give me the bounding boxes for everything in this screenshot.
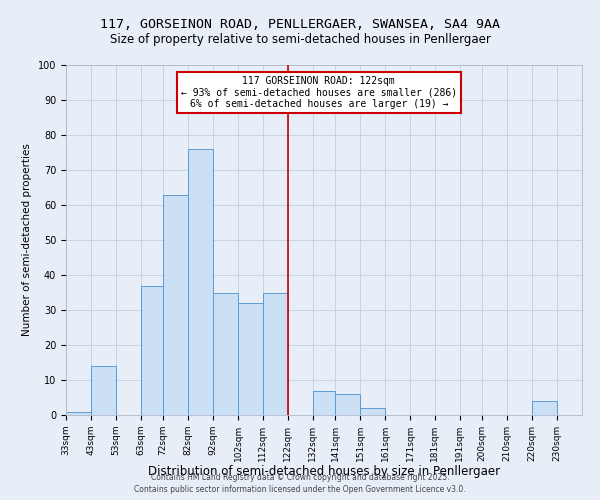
X-axis label: Distribution of semi-detached houses by size in Penllergaer: Distribution of semi-detached houses by … [148,466,500,478]
Bar [263,292,288,415]
Y-axis label: Number of semi-detached properties: Number of semi-detached properties [22,144,32,336]
Bar [213,292,238,415]
Bar [532,401,557,415]
Bar [313,390,335,415]
Bar [238,303,263,415]
Bar [91,366,116,415]
Bar [66,412,91,415]
Bar [188,149,213,415]
Text: 117 GORSEINON ROAD: 122sqm
← 93% of semi-detached houses are smaller (286)
6% of: 117 GORSEINON ROAD: 122sqm ← 93% of semi… [181,76,457,108]
Bar [360,408,385,415]
Bar [335,394,360,415]
Text: Contains HM Land Registry data © Crown copyright and database right 2025.
Contai: Contains HM Land Registry data © Crown c… [134,472,466,494]
Bar [163,194,188,415]
Text: 117, GORSEINON ROAD, PENLLERGAER, SWANSEA, SA4 9AA: 117, GORSEINON ROAD, PENLLERGAER, SWANSE… [100,18,500,30]
Bar [141,286,163,415]
Text: Size of property relative to semi-detached houses in Penllergaer: Size of property relative to semi-detach… [110,32,490,46]
